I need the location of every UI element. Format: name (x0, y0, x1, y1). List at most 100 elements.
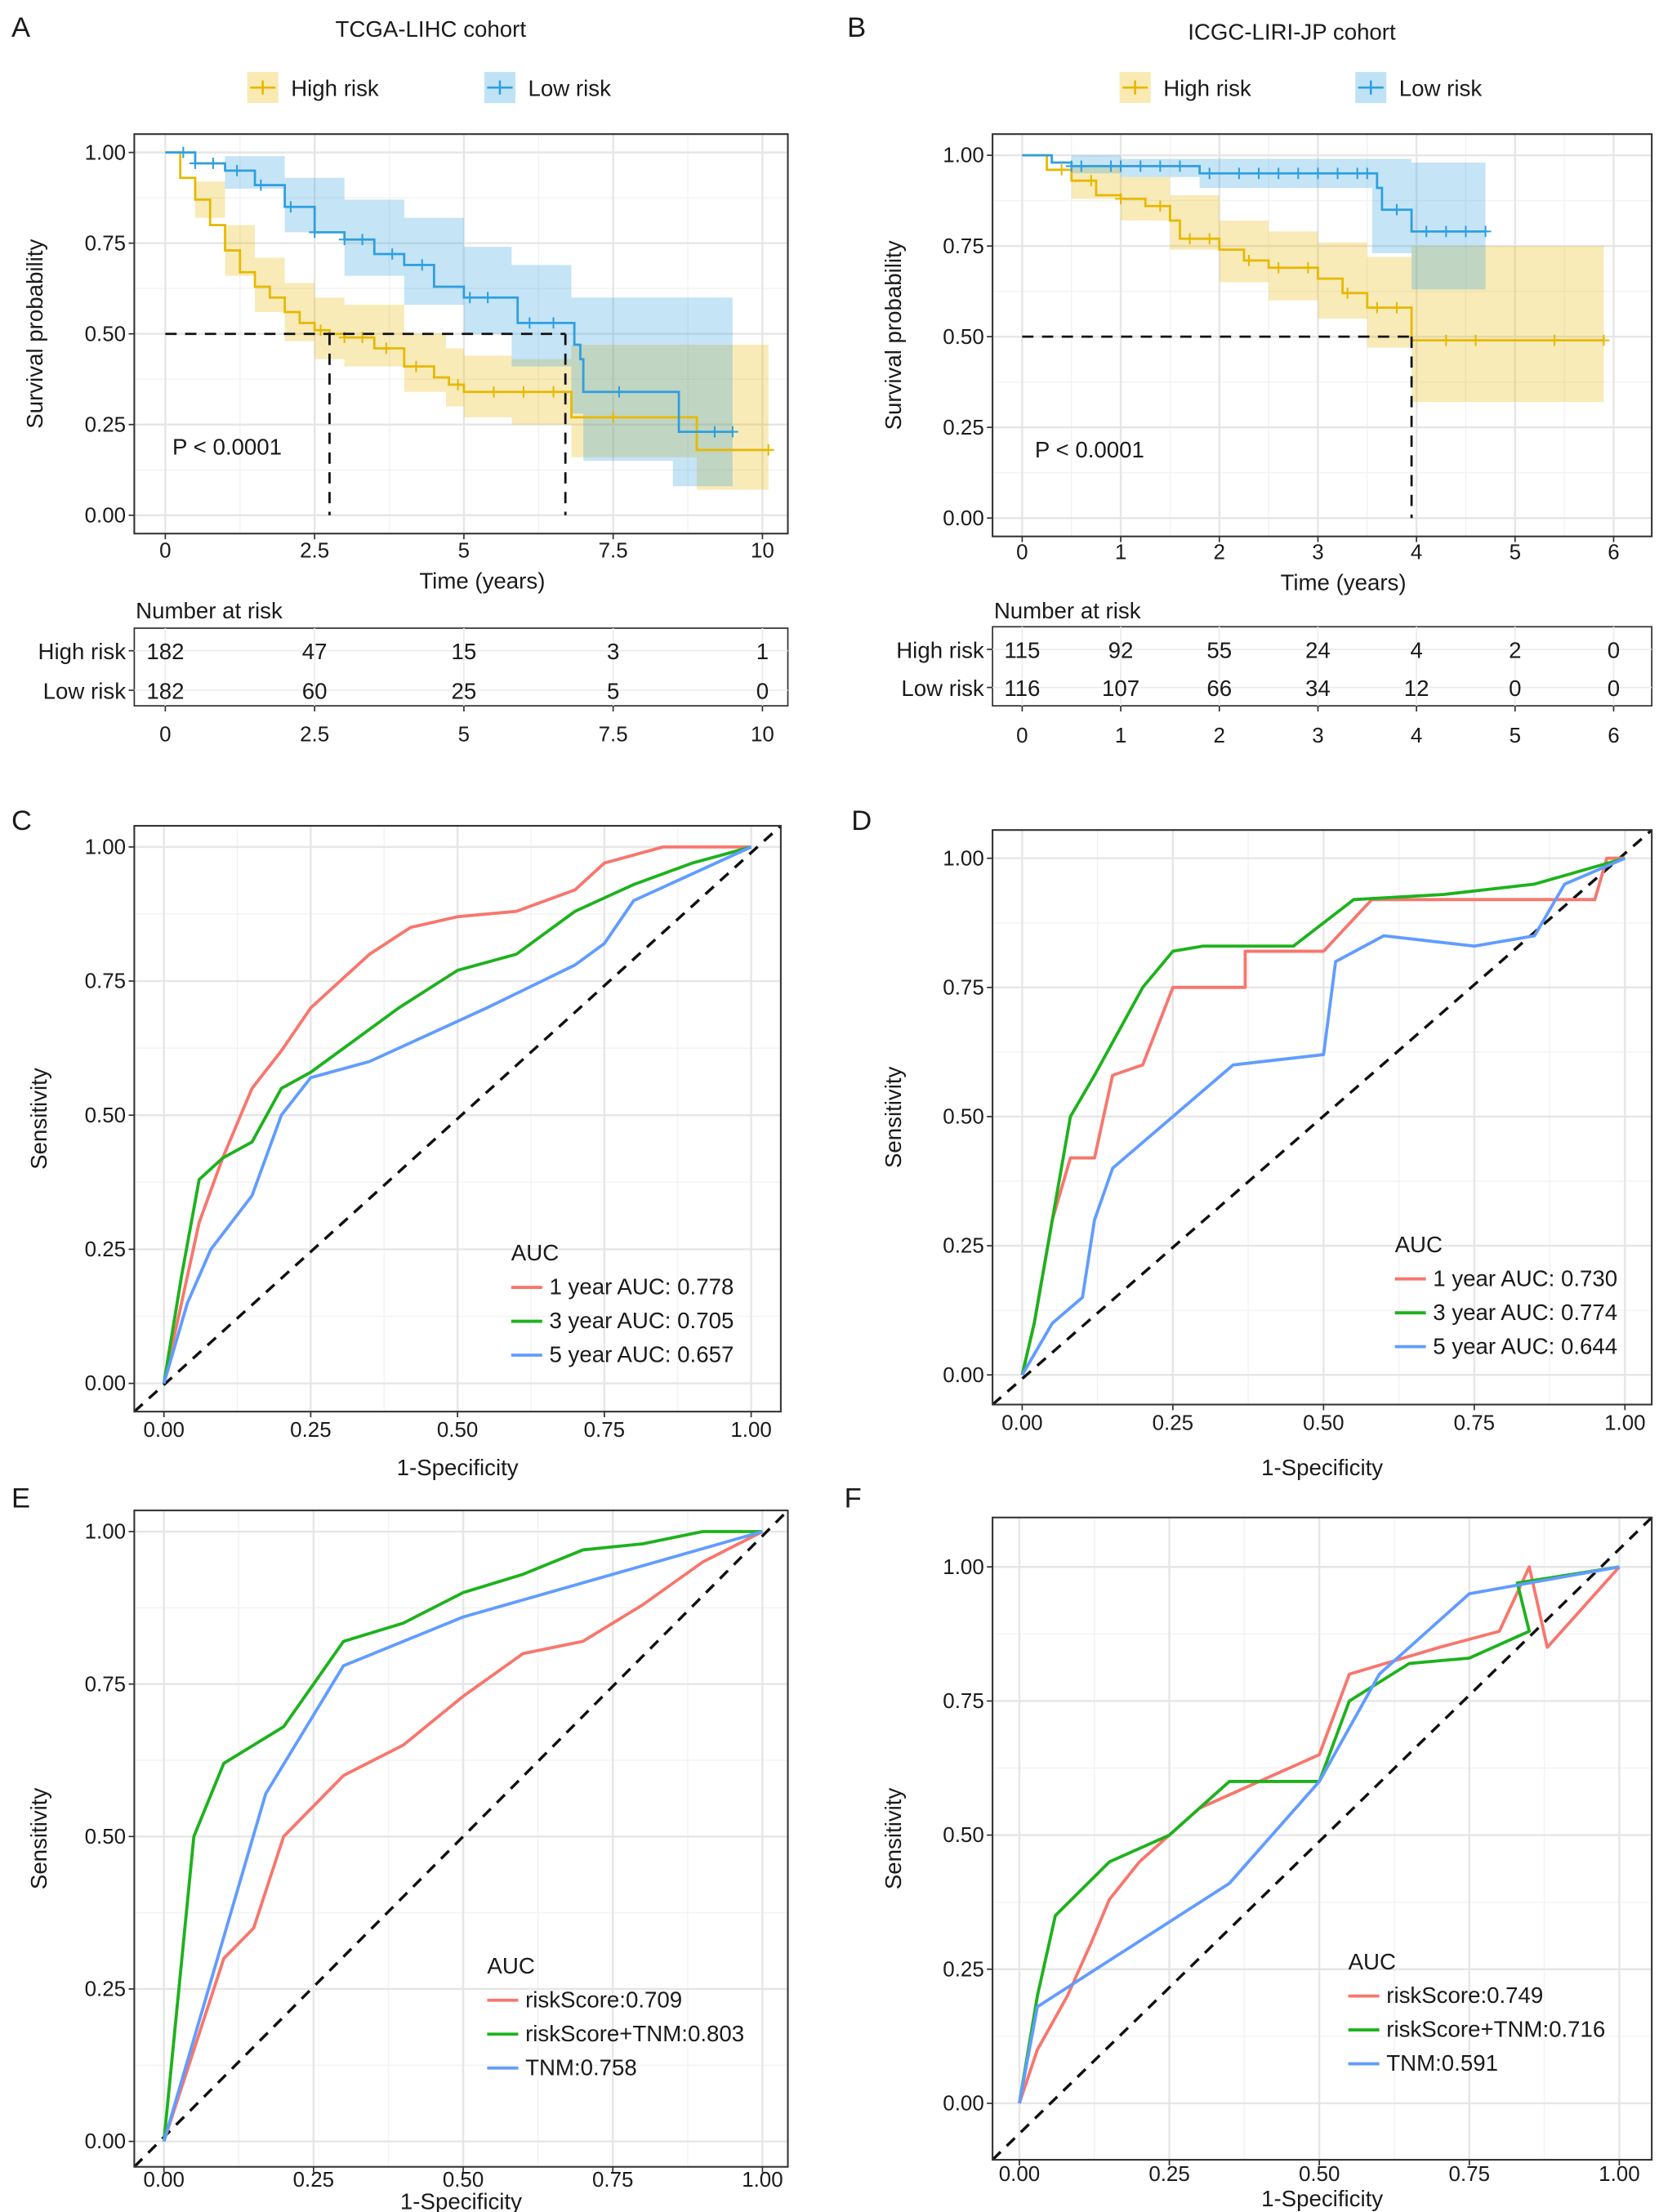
censor-mark (482, 292, 494, 304)
censor-mark (1154, 160, 1166, 172)
risk-table-row-label: Low risk (901, 676, 984, 701)
legend-line-icon (250, 80, 276, 95)
censor-mark (207, 158, 219, 169)
legend-title: AUC (1395, 1232, 1443, 1257)
censor-mark (416, 259, 428, 271)
censor-mark (1292, 167, 1304, 180)
censor-mark (452, 378, 464, 390)
censor-mark (709, 426, 720, 438)
x-axis-label: 1-Specificity (1261, 2186, 1383, 2211)
censor-mark (1055, 163, 1068, 176)
risk-table-count: 182 (146, 678, 184, 703)
roc-curve (162, 1530, 764, 2143)
y-tick-label: 0.50 (85, 1826, 126, 1849)
x-tick-label: 0.50 (1303, 1412, 1344, 1435)
risk-table-count: 115 (1004, 637, 1040, 662)
censor-mark (1135, 160, 1147, 172)
risk-table-count: 34 (1305, 676, 1331, 701)
censor-mark (1302, 261, 1314, 274)
plot-title: ICGC-LIRI-JP cohort (1188, 19, 1396, 44)
reference-diagonal-line (991, 1516, 1653, 2161)
risk-table-count: 0 (756, 678, 769, 703)
y-tick-label: 0.00 (943, 2093, 983, 2116)
panel-label: F (845, 1483, 862, 1514)
roc-curve (1020, 856, 1626, 1376)
x-tick-label: 10 (751, 540, 774, 563)
risk-table-count: 0 (1608, 676, 1620, 701)
y-tick-label: 0.25 (943, 1958, 983, 1981)
legend-label: riskScore:0.749 (1386, 1982, 1543, 2008)
risk-table-row-label: Low risk (43, 678, 127, 703)
y-tick-label: 0.50 (943, 1824, 983, 1847)
risk-table-x-tick-label: 10 (751, 723, 774, 746)
censor-mark (1440, 334, 1452, 346)
legend-label: 5 year AUC: 0.657 (549, 1342, 734, 1367)
roc-curve (162, 1530, 763, 2142)
risk-table-count: 116 (1004, 676, 1040, 701)
confidence-band-low-risk (165, 152, 733, 487)
legend-label: 1 year AUC: 0.778 (549, 1274, 734, 1300)
censor-mark (1115, 193, 1126, 205)
censor-mark (1391, 203, 1403, 216)
censor-mark (547, 386, 560, 398)
roc-curve (1020, 856, 1626, 1376)
risk-table-x-tick-label: 0 (1016, 725, 1028, 747)
censor-mark (613, 386, 625, 398)
risk-table-count: 60 (302, 678, 328, 703)
x-tick-label: 0.50 (443, 2169, 484, 2192)
x-axis-label: Time (years) (419, 569, 545, 594)
censor-mark (1440, 225, 1452, 238)
panel-d: D 0.00 0.25 0.50 0.75 1.00 0.00 0.25 0.50 0.75 1.0… (851, 805, 1653, 1480)
risk-table-x-tick-label: 3 (1312, 725, 1323, 747)
y-tick-label: 0.25 (85, 1238, 126, 1261)
censor-mark (177, 146, 190, 158)
risk-table-count: 92 (1108, 637, 1134, 662)
censor-mark (1174, 160, 1186, 172)
x-tick-label: 7.5 (599, 540, 628, 563)
risk-table-x-tick-label: 7.5 (599, 723, 628, 746)
censor-mark (1115, 160, 1126, 172)
risk-table-count: 4 (1410, 637, 1422, 662)
censor-mark (488, 386, 500, 398)
panel-label: E (11, 1483, 30, 1514)
x-tick-label: 0.75 (1449, 2163, 1490, 2186)
risk-table-count: 5 (607, 678, 619, 703)
y-tick-label: 0.00 (943, 1364, 983, 1387)
y-axis-label: Sensitivity (26, 1788, 51, 1890)
censor-mark (1233, 167, 1245, 180)
legend-label: 5 year AUC: 0.644 (1433, 1333, 1617, 1358)
confidence-band-low-risk (1022, 155, 1486, 290)
legend-line-icon (487, 80, 513, 95)
risk-table-count: 1 (756, 639, 769, 664)
censor-mark (338, 234, 350, 246)
censor-mark (1598, 334, 1610, 346)
y-axis-label: Sensitivity (881, 1066, 906, 1168)
risk-table-count: 0 (1509, 676, 1521, 701)
risk-table-x-tick-label: 0 (159, 723, 171, 746)
x-tick-label: 0 (159, 540, 171, 563)
censor-mark (410, 360, 422, 372)
x-tick-label: 4 (1411, 541, 1422, 564)
x-tick-label: 5 (458, 540, 470, 563)
x-axis-label: 1-Specificity (400, 2189, 522, 2212)
legend-title: AUC (1349, 1949, 1396, 1974)
x-tick-label: 1 (1115, 541, 1126, 564)
y-tick-label: 1.00 (943, 145, 983, 167)
x-tick-label: 0.25 (1148, 2163, 1189, 2186)
legend-line-icon (1358, 80, 1384, 95)
roc-curve (162, 1530, 763, 2143)
x-tick-label: 0.25 (1153, 1412, 1193, 1435)
y-tick-label: 0.75 (943, 1690, 983, 1713)
reference-diagonal-line (133, 1509, 789, 2168)
censor-mark (356, 234, 368, 246)
x-tick-label: 2 (1214, 541, 1225, 564)
censor-mark (1549, 334, 1560, 346)
x-tick-label: 6 (1608, 541, 1619, 564)
panel-label: A (11, 12, 30, 43)
x-tick-label: 1.00 (1604, 1412, 1645, 1435)
x-tick-label: 0.75 (584, 1419, 625, 1442)
y-tick-label: 0.75 (85, 232, 126, 255)
risk-table-count: 2 (1509, 637, 1521, 662)
censor-mark (1312, 167, 1324, 180)
